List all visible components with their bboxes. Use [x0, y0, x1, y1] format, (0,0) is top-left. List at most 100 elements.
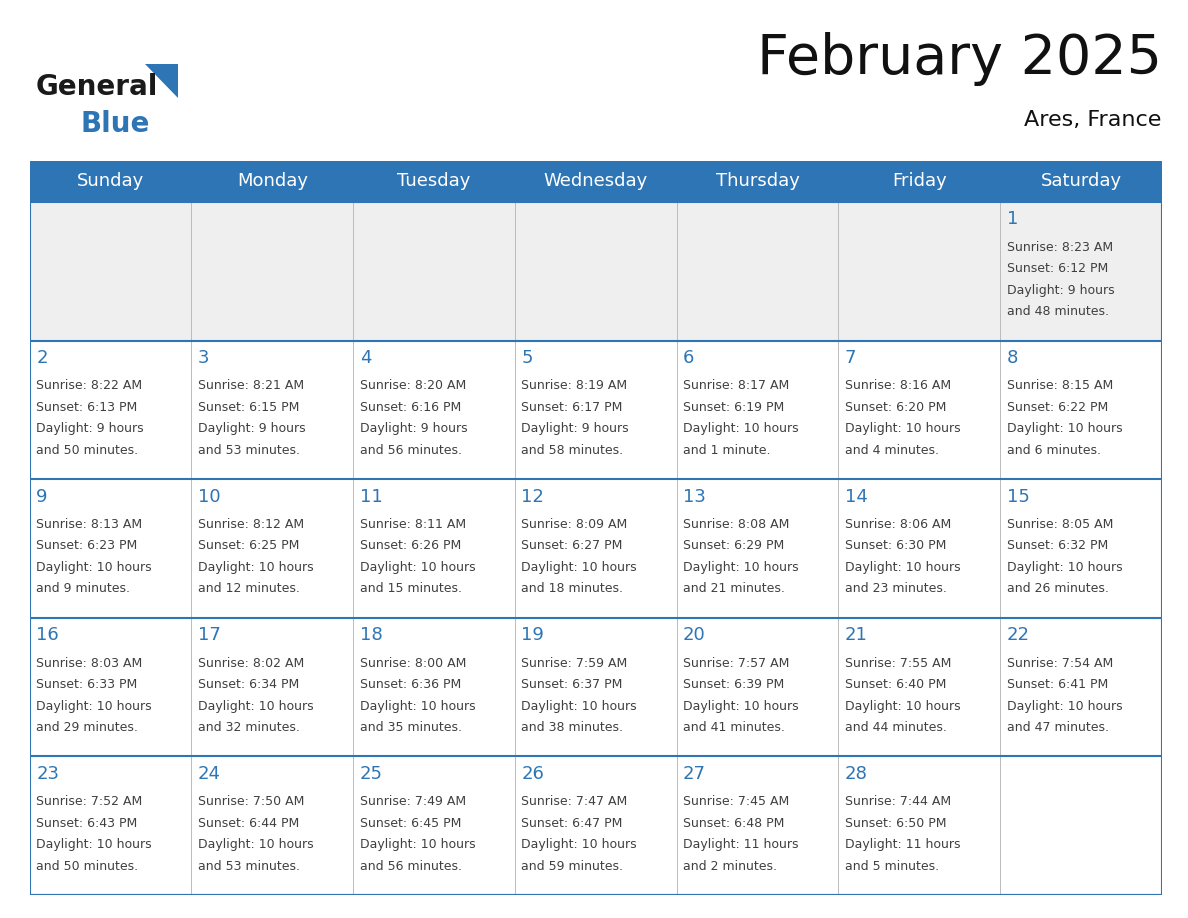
Text: 26: 26	[522, 765, 544, 783]
Text: Sunrise: 8:02 AM: Sunrise: 8:02 AM	[198, 656, 304, 669]
Text: Sunset: 6:23 PM: Sunset: 6:23 PM	[36, 540, 138, 553]
Text: Thursday: Thursday	[715, 173, 800, 190]
Bar	[514, 756, 677, 895]
Text: 14: 14	[845, 487, 867, 506]
Text: Daylight: 10 hours: Daylight: 10 hours	[36, 838, 152, 851]
Text: Sunrise: 8:17 AM: Sunrise: 8:17 AM	[683, 379, 789, 392]
Text: Sunrise: 7:54 AM: Sunrise: 7:54 AM	[1006, 656, 1113, 669]
Text: Sunset: 6:17 PM: Sunset: 6:17 PM	[522, 401, 623, 414]
Text: Sunrise: 7:44 AM: Sunrise: 7:44 AM	[845, 795, 950, 808]
Text: Daylight: 10 hours: Daylight: 10 hours	[198, 561, 314, 574]
Text: Sunset: 6:34 PM: Sunset: 6:34 PM	[198, 678, 299, 691]
Text: and 15 minutes.: and 15 minutes.	[360, 582, 462, 596]
Text: and 29 minutes.: and 29 minutes.	[36, 721, 138, 734]
Text: Sunset: 6:13 PM: Sunset: 6:13 PM	[36, 401, 138, 414]
Text: Daylight: 10 hours: Daylight: 10 hours	[845, 561, 960, 574]
Text: and 44 minutes.: and 44 minutes.	[845, 721, 947, 734]
Text: 22: 22	[1006, 626, 1030, 644]
Text: Sunrise: 8:09 AM: Sunrise: 8:09 AM	[522, 518, 627, 531]
Text: Sunrise: 7:50 AM: Sunrise: 7:50 AM	[198, 795, 304, 808]
Text: and 18 minutes.: and 18 minutes.	[522, 582, 624, 596]
Bar	[353, 202, 514, 341]
Text: and 53 minutes.: and 53 minutes.	[198, 443, 299, 457]
Text: and 12 minutes.: and 12 minutes.	[198, 582, 299, 596]
Text: Daylight: 10 hours: Daylight: 10 hours	[683, 700, 798, 712]
Text: Sunrise: 8:13 AM: Sunrise: 8:13 AM	[36, 518, 143, 531]
Text: Sunrise: 8:20 AM: Sunrise: 8:20 AM	[360, 379, 466, 392]
Text: Sunrise: 7:59 AM: Sunrise: 7:59 AM	[522, 656, 627, 669]
Text: Sunset: 6:29 PM: Sunset: 6:29 PM	[683, 540, 784, 553]
Text: Sunset: 6:16 PM: Sunset: 6:16 PM	[360, 401, 461, 414]
Text: and 9 minutes.: and 9 minutes.	[36, 582, 131, 596]
Bar	[514, 618, 677, 756]
Text: Sunrise: 8:08 AM: Sunrise: 8:08 AM	[683, 518, 790, 531]
Bar	[677, 479, 839, 618]
Text: 7: 7	[845, 349, 857, 367]
Text: and 2 minutes.: and 2 minutes.	[683, 859, 777, 873]
Text: 6: 6	[683, 349, 695, 367]
Text: Blue: Blue	[81, 110, 150, 139]
Text: and 56 minutes.: and 56 minutes.	[360, 443, 462, 457]
Text: 11: 11	[360, 487, 383, 506]
Bar	[30, 161, 1162, 202]
Text: Sunset: 6:30 PM: Sunset: 6:30 PM	[845, 540, 946, 553]
Text: Daylight: 9 hours: Daylight: 9 hours	[36, 422, 144, 435]
Text: Daylight: 10 hours: Daylight: 10 hours	[683, 561, 798, 574]
Text: Sunrise: 7:49 AM: Sunrise: 7:49 AM	[360, 795, 466, 808]
Text: Sunrise: 8:11 AM: Sunrise: 8:11 AM	[360, 518, 466, 531]
Text: Daylight: 10 hours: Daylight: 10 hours	[36, 561, 152, 574]
Text: Daylight: 10 hours: Daylight: 10 hours	[360, 700, 475, 712]
Text: 12: 12	[522, 487, 544, 506]
Text: 13: 13	[683, 487, 706, 506]
Bar	[677, 756, 839, 895]
Text: 16: 16	[36, 626, 59, 644]
Text: and 41 minutes.: and 41 minutes.	[683, 721, 785, 734]
Text: Sunday: Sunday	[77, 173, 144, 190]
Text: Sunrise: 8:23 AM: Sunrise: 8:23 AM	[1006, 241, 1113, 253]
Text: and 5 minutes.: and 5 minutes.	[845, 859, 939, 873]
Text: Sunset: 6:43 PM: Sunset: 6:43 PM	[36, 817, 138, 830]
Bar	[514, 479, 677, 618]
Bar	[191, 341, 353, 479]
Text: 8: 8	[1006, 349, 1018, 367]
Bar	[1000, 341, 1162, 479]
Text: Daylight: 10 hours: Daylight: 10 hours	[360, 561, 475, 574]
Text: Sunrise: 8:03 AM: Sunrise: 8:03 AM	[36, 656, 143, 669]
Text: 25: 25	[360, 765, 383, 783]
Text: Sunrise: 8:16 AM: Sunrise: 8:16 AM	[845, 379, 950, 392]
Text: Daylight: 10 hours: Daylight: 10 hours	[1006, 561, 1123, 574]
Bar	[30, 479, 191, 618]
Text: and 50 minutes.: and 50 minutes.	[36, 859, 138, 873]
Text: Sunset: 6:22 PM: Sunset: 6:22 PM	[1006, 401, 1108, 414]
Text: Wednesday: Wednesday	[544, 173, 647, 190]
Text: Sunrise: 7:47 AM: Sunrise: 7:47 AM	[522, 795, 627, 808]
Text: Sunset: 6:48 PM: Sunset: 6:48 PM	[683, 817, 784, 830]
Text: and 58 minutes.: and 58 minutes.	[522, 443, 624, 457]
Bar	[839, 202, 1000, 341]
Text: Daylight: 10 hours: Daylight: 10 hours	[198, 700, 314, 712]
Text: Sunset: 6:50 PM: Sunset: 6:50 PM	[845, 817, 947, 830]
Bar	[30, 756, 191, 895]
Text: Sunrise: 8:15 AM: Sunrise: 8:15 AM	[1006, 379, 1113, 392]
Text: Sunset: 6:41 PM: Sunset: 6:41 PM	[1006, 678, 1108, 691]
Text: and 26 minutes.: and 26 minutes.	[1006, 582, 1108, 596]
Bar	[677, 202, 839, 341]
Text: 9: 9	[36, 487, 48, 506]
Text: Sunset: 6:20 PM: Sunset: 6:20 PM	[845, 401, 946, 414]
Text: Sunset: 6:26 PM: Sunset: 6:26 PM	[360, 540, 461, 553]
Text: Daylight: 10 hours: Daylight: 10 hours	[522, 838, 637, 851]
Text: and 56 minutes.: and 56 minutes.	[360, 859, 462, 873]
Text: Sunrise: 8:21 AM: Sunrise: 8:21 AM	[198, 379, 304, 392]
Text: Daylight: 9 hours: Daylight: 9 hours	[1006, 284, 1114, 297]
Text: Sunrise: 7:45 AM: Sunrise: 7:45 AM	[683, 795, 789, 808]
Text: Sunset: 6:45 PM: Sunset: 6:45 PM	[360, 817, 461, 830]
Text: 19: 19	[522, 626, 544, 644]
Text: Sunrise: 7:52 AM: Sunrise: 7:52 AM	[36, 795, 143, 808]
Text: 24: 24	[198, 765, 221, 783]
Text: February 2025: February 2025	[757, 32, 1162, 86]
Text: Sunrise: 7:57 AM: Sunrise: 7:57 AM	[683, 656, 790, 669]
Text: Daylight: 10 hours: Daylight: 10 hours	[1006, 700, 1123, 712]
Text: Daylight: 9 hours: Daylight: 9 hours	[522, 422, 628, 435]
Text: Sunset: 6:33 PM: Sunset: 6:33 PM	[36, 678, 138, 691]
Bar	[839, 479, 1000, 618]
